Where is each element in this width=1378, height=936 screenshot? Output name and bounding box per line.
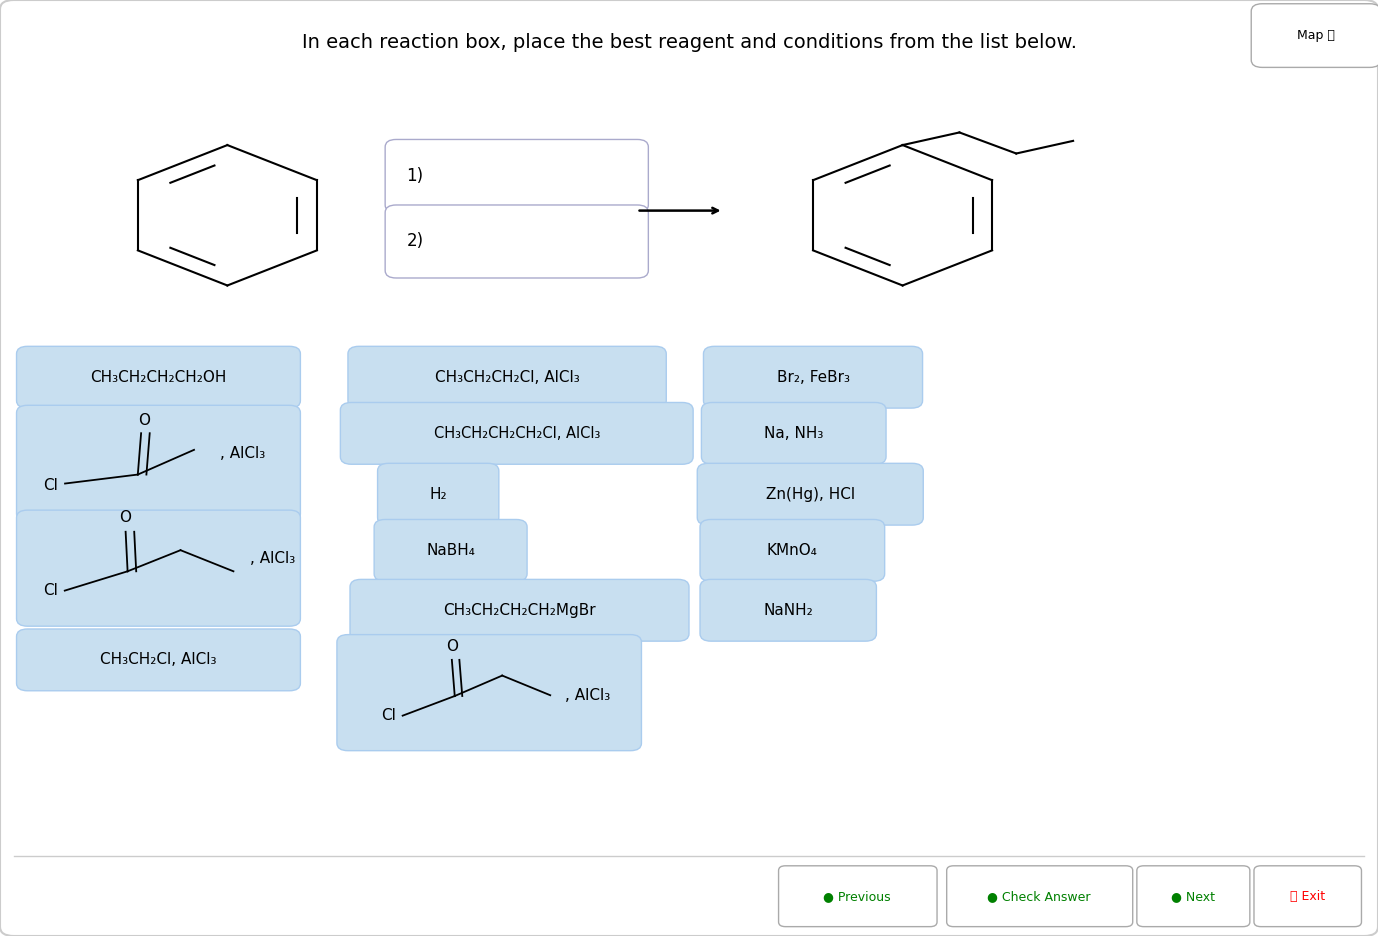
FancyBboxPatch shape — [779, 866, 937, 927]
Text: Cl: Cl — [380, 709, 395, 724]
Text: O: O — [120, 510, 132, 525]
FancyBboxPatch shape — [701, 402, 886, 464]
FancyBboxPatch shape — [375, 519, 526, 581]
Text: Map 🏠: Map 🏠 — [1297, 29, 1335, 42]
Text: , AlCl₃: , AlCl₃ — [220, 446, 266, 461]
Text: NaBH₄: NaBH₄ — [426, 543, 475, 558]
FancyBboxPatch shape — [17, 629, 300, 691]
Text: NaNH₂: NaNH₂ — [763, 603, 813, 618]
Text: H₂: H₂ — [430, 487, 446, 502]
Text: Cl: Cl — [43, 583, 58, 598]
Text: 🚪 Exit: 🚪 Exit — [1290, 890, 1326, 903]
Text: ● Previous: ● Previous — [823, 890, 892, 903]
FancyBboxPatch shape — [384, 205, 648, 278]
FancyBboxPatch shape — [700, 519, 885, 581]
FancyBboxPatch shape — [384, 139, 648, 212]
FancyBboxPatch shape — [350, 579, 689, 641]
Text: O: O — [138, 413, 150, 428]
FancyBboxPatch shape — [17, 346, 300, 408]
Text: CH₃CH₂Cl, AlCl₃: CH₃CH₂Cl, AlCl₃ — [101, 652, 216, 667]
Text: CH₃CH₂CH₂CH₂Cl, AlCl₃: CH₃CH₂CH₂CH₂Cl, AlCl₃ — [434, 426, 599, 441]
Text: 2): 2) — [407, 232, 423, 251]
Text: 1): 1) — [407, 167, 423, 185]
Text: O: O — [446, 639, 457, 654]
Text: In each reaction box, place the best reagent and conditions from the list below.: In each reaction box, place the best rea… — [302, 33, 1076, 51]
FancyBboxPatch shape — [378, 463, 499, 525]
FancyBboxPatch shape — [336, 635, 641, 751]
Text: KMnO₄: KMnO₄ — [768, 543, 817, 558]
FancyBboxPatch shape — [17, 510, 300, 626]
FancyBboxPatch shape — [1137, 866, 1250, 927]
Text: , AlCl₃: , AlCl₃ — [565, 688, 610, 703]
FancyBboxPatch shape — [1254, 866, 1361, 927]
Text: CH₃CH₂CH₂CH₂OH: CH₃CH₂CH₂CH₂OH — [91, 370, 226, 385]
FancyBboxPatch shape — [700, 579, 876, 641]
Text: ● Next: ● Next — [1171, 890, 1215, 903]
FancyBboxPatch shape — [17, 405, 300, 521]
FancyBboxPatch shape — [697, 463, 923, 525]
Text: Cl: Cl — [44, 478, 58, 493]
Text: CH₃CH₂CH₂Cl, AlCl₃: CH₃CH₂CH₂Cl, AlCl₃ — [434, 370, 580, 385]
Text: ● Check Answer: ● Check Answer — [987, 890, 1091, 903]
Text: Na, NH₃: Na, NH₃ — [763, 426, 824, 441]
FancyBboxPatch shape — [703, 346, 923, 408]
FancyBboxPatch shape — [947, 866, 1133, 927]
FancyBboxPatch shape — [347, 346, 667, 408]
Text: Br₂, FeBr₃: Br₂, FeBr₃ — [777, 370, 849, 385]
Text: Zn(Hg), HCl: Zn(Hg), HCl — [766, 487, 854, 502]
FancyBboxPatch shape — [340, 402, 693, 464]
FancyBboxPatch shape — [1251, 4, 1378, 67]
Text: , AlCl₃: , AlCl₃ — [249, 551, 295, 566]
Text: CH₃CH₂CH₂CH₂MgBr: CH₃CH₂CH₂CH₂MgBr — [444, 603, 595, 618]
